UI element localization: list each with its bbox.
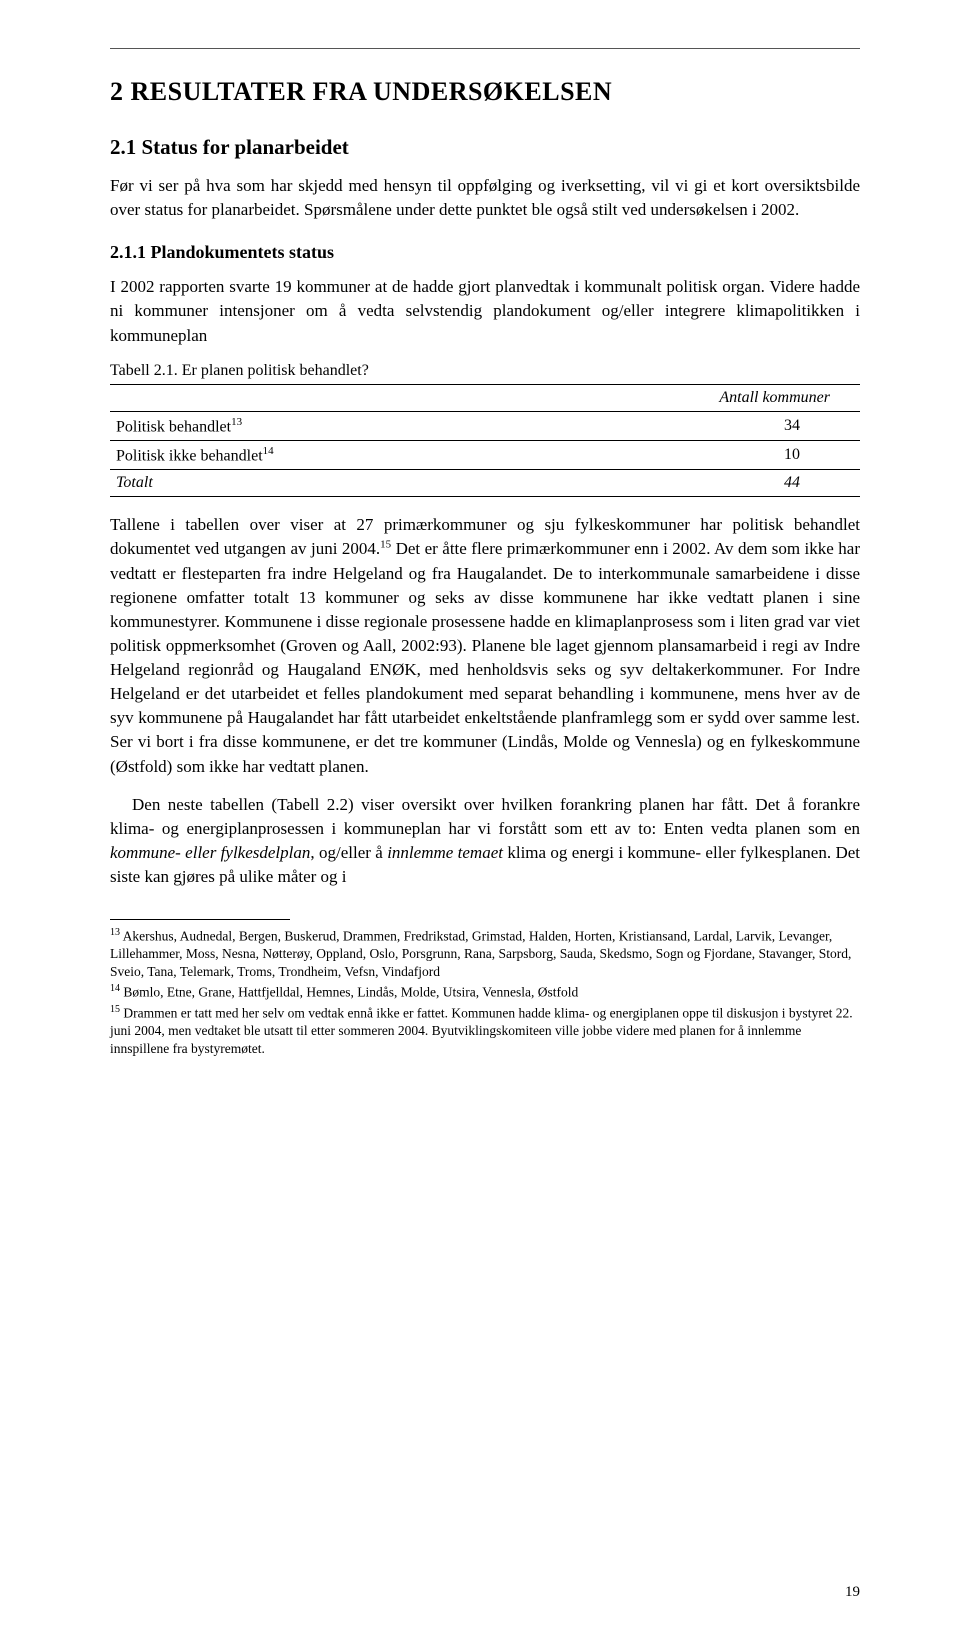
data-table: Antall kommuner Politisk behandlet13 34 …	[110, 384, 860, 498]
table-row-total: Totalt 44	[110, 470, 860, 497]
table-row: Politisk ikke behandlet14 10	[110, 440, 860, 469]
table-header-row: Antall kommuner	[110, 384, 860, 411]
table-row: Politisk behandlet13 34	[110, 411, 860, 440]
page-number: 19	[845, 1584, 860, 1601]
paragraph: Før vi ser på hva som har skjedd med hen…	[110, 174, 860, 222]
top-rule	[110, 48, 860, 49]
table-cell: Totalt	[110, 470, 512, 497]
table-cell: Politisk ikke behandlet14	[110, 440, 512, 469]
heading-level-1: 2 RESULTATER FRA UNDERSØKELSEN	[110, 77, 860, 107]
footnote: 13 Akershus, Audnedal, Bergen, Buskerud,…	[110, 926, 860, 980]
footnote: 15 Drammen er tatt med her selv om vedta…	[110, 1003, 860, 1057]
table-caption: Tabell 2.1. Er planen politisk behandlet…	[110, 362, 860, 380]
table-cell: 10	[512, 440, 860, 469]
table-cell: 34	[512, 411, 860, 440]
table-cell: 44	[512, 470, 860, 497]
paragraph: Den neste tabellen (Tabell 2.2) viser ov…	[110, 793, 860, 890]
footnote-separator	[110, 919, 290, 920]
table-cell: Politisk behandlet13	[110, 411, 512, 440]
table-header-cell: Antall kommuner	[512, 384, 860, 411]
heading-level-3: 2.1.1 Plandokumentets status	[110, 242, 860, 263]
document-page: 2 RESULTATER FRA UNDERSØKELSEN 2.1 Statu…	[0, 0, 960, 1629]
paragraph: Tallene i tabellen over viser at 27 prim…	[110, 513, 860, 778]
paragraph: I 2002 rapporten svarte 19 kommuner at d…	[110, 275, 860, 347]
heading-level-2: 2.1 Status for planarbeidet	[110, 135, 860, 160]
footnote: 14 Bømlo, Etne, Grane, Hattfjelldal, Hem…	[110, 982, 860, 1001]
table-header-cell	[110, 384, 512, 411]
